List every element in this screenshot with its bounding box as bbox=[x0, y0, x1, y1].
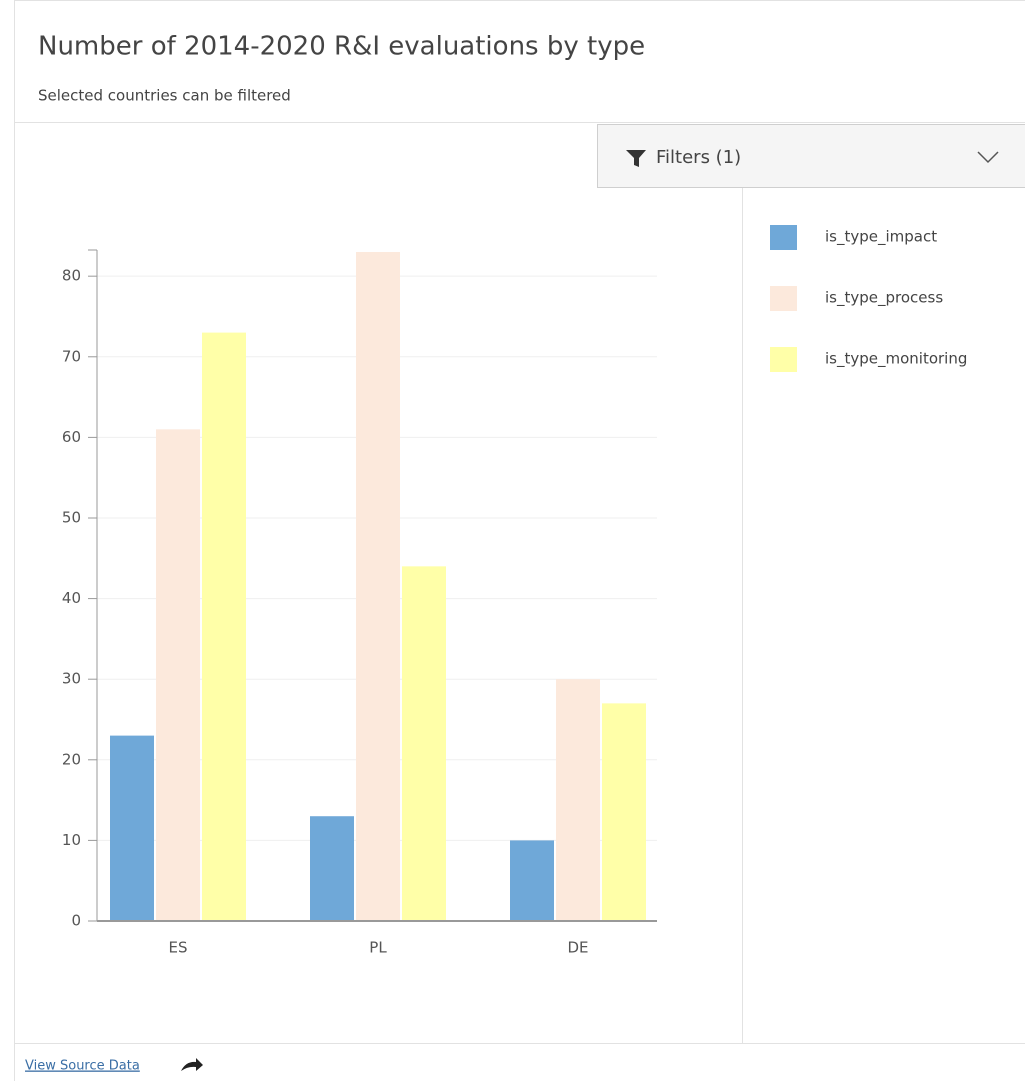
legend-swatch bbox=[770, 286, 797, 311]
bar bbox=[356, 252, 400, 921]
y-tick-label: 40 bbox=[62, 589, 81, 607]
y-tick-label: 20 bbox=[62, 750, 81, 768]
bar bbox=[110, 736, 154, 921]
legend-label: is_type_process bbox=[825, 289, 943, 308]
y-tick-label: 0 bbox=[71, 912, 81, 930]
bar bbox=[202, 333, 246, 921]
y-tick-label: 80 bbox=[62, 267, 81, 285]
bar bbox=[556, 679, 600, 921]
x-tick-label: PL bbox=[369, 939, 387, 957]
y-tick-label: 30 bbox=[62, 670, 81, 688]
bar bbox=[510, 840, 554, 921]
filters-button[interactable]: Filters (1) bbox=[598, 125, 1025, 188]
y-tick-label: 60 bbox=[62, 428, 81, 446]
legend-swatch bbox=[770, 347, 797, 372]
bar bbox=[310, 816, 354, 921]
y-tick-label: 50 bbox=[62, 508, 81, 526]
y-tick-label: 10 bbox=[62, 831, 81, 849]
chart-subtitle: Selected countries can be filtered bbox=[38, 87, 291, 105]
bar bbox=[602, 703, 646, 921]
x-tick-label: DE bbox=[567, 939, 588, 957]
bar bbox=[156, 429, 200, 921]
filters-label[interactable]: Filters (1) bbox=[656, 147, 741, 168]
bar bbox=[402, 566, 446, 921]
y-tick-label: 70 bbox=[62, 347, 81, 365]
source-link[interactable]: View Source Data bbox=[25, 1059, 140, 1074]
legend-label: is_type_monitoring bbox=[825, 350, 967, 369]
legend-swatch bbox=[770, 225, 797, 250]
chart-title: Number of 2014-2020 R&I evaluations by t… bbox=[38, 32, 645, 62]
legend-label: is_type_impact bbox=[825, 228, 937, 247]
x-tick-label: ES bbox=[169, 939, 188, 957]
